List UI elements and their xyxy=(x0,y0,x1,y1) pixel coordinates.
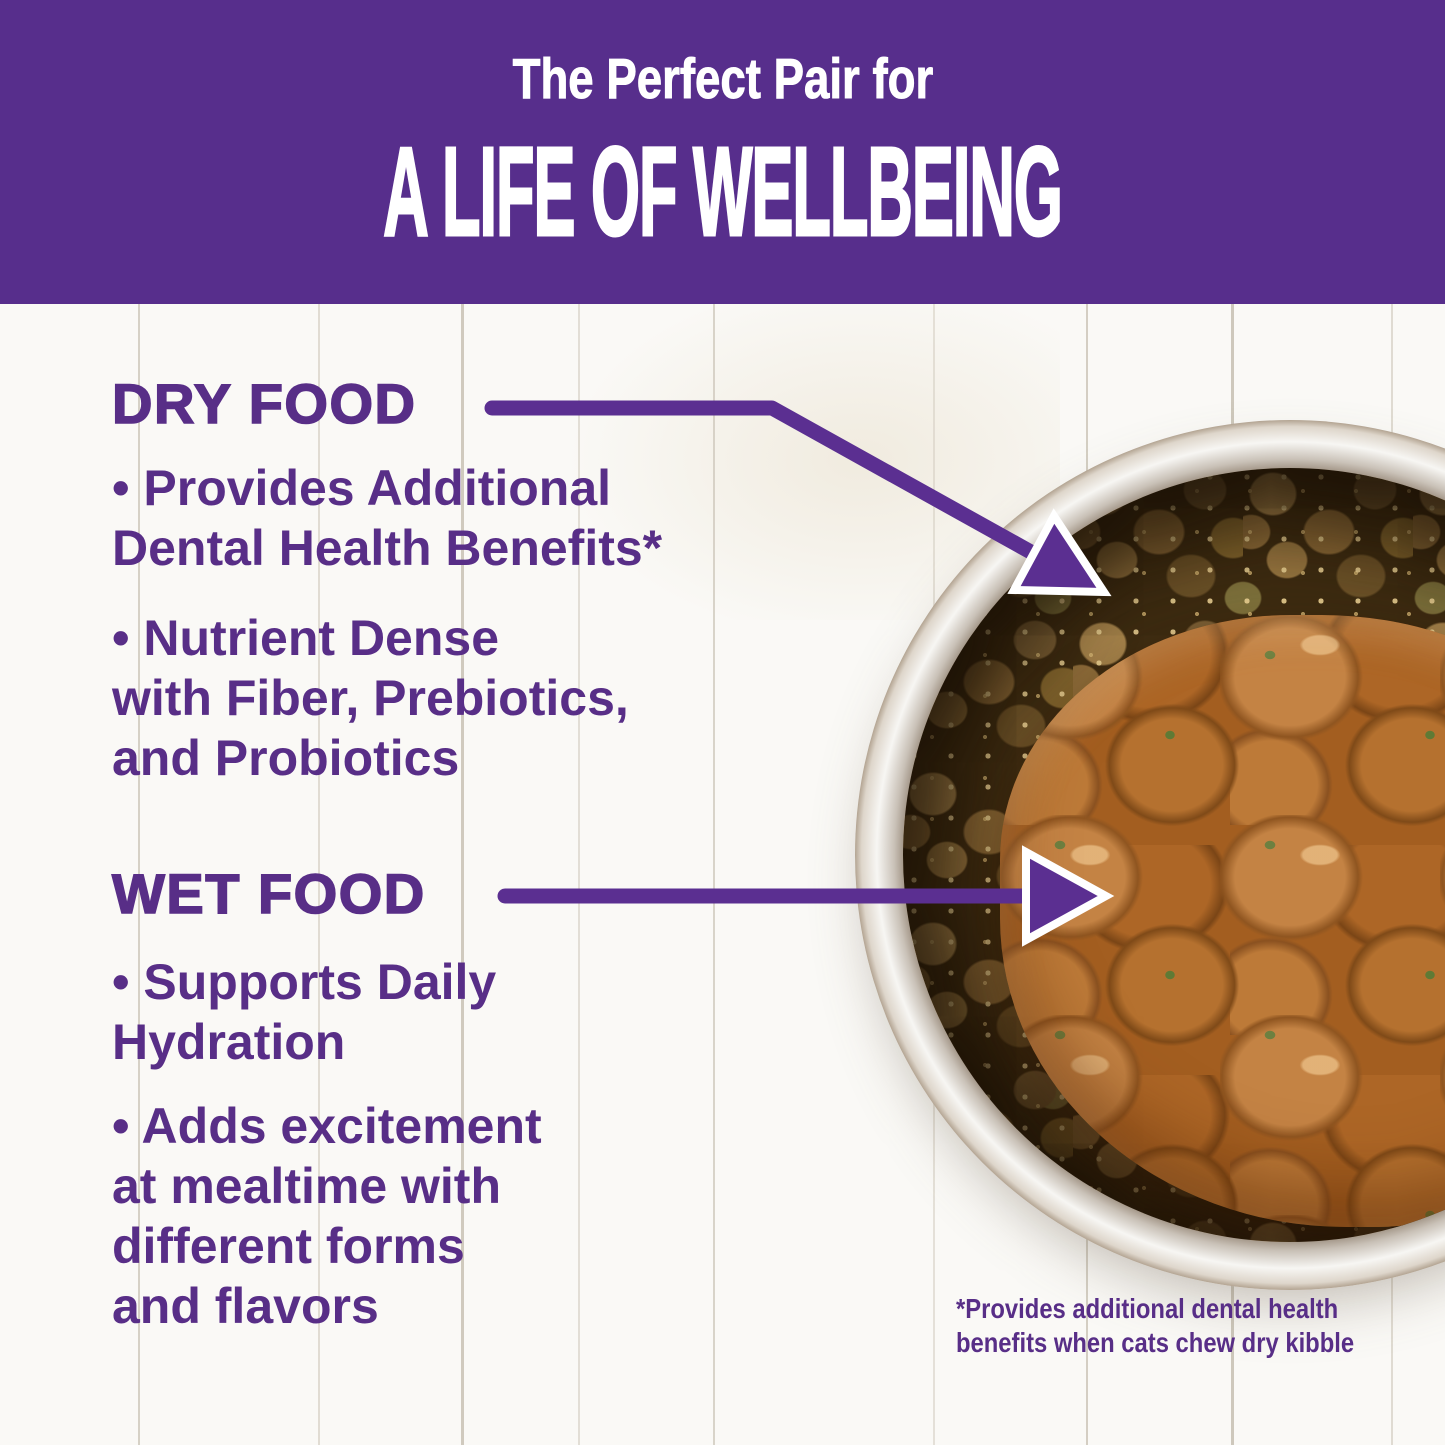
bullet-line: • Provides Additional xyxy=(112,460,612,516)
bullet-line: with Fiber, Prebiotics, xyxy=(112,670,629,726)
bullet-line: and flavors xyxy=(112,1278,379,1334)
header-title: A LIFE OF WELLBEING xyxy=(0,121,1445,262)
bullet-line: • Adds excitement xyxy=(112,1098,542,1154)
header-kicker: The Perfect Pair for xyxy=(0,44,1445,114)
dry-kibble xyxy=(903,468,1445,1242)
header-title-text: A LIFE OF WELLBEING xyxy=(382,121,1063,262)
food-bowl-photo xyxy=(855,420,1445,1290)
bullet-line: • Nutrient Dense xyxy=(112,610,500,666)
bullet-line: • Supports Daily xyxy=(112,954,497,1010)
footnote-line: *Provides additional dental health xyxy=(956,1293,1339,1324)
bullet-line: and Probiotics xyxy=(112,730,460,786)
wet-food-heading: WET FOOD xyxy=(111,862,426,925)
header-kicker-text: The Perfect Pair for xyxy=(512,47,933,112)
dry-food-bullet-2: • Nutrient Dense with Fiber, Prebiotics,… xyxy=(112,608,629,788)
header-banner: The Perfect Pair for A LIFE OF WELLBEING xyxy=(0,0,1445,304)
bullet-line: different forms xyxy=(112,1218,465,1274)
footnote-line: benefits when cats chew dry kibble xyxy=(956,1327,1355,1358)
footnote: *Provides additional dental health benef… xyxy=(956,1292,1354,1360)
bullet-line: at mealtime with xyxy=(112,1158,501,1214)
wet-food-topper xyxy=(1000,615,1445,1227)
dry-food-heading: DRY FOOD xyxy=(111,372,417,435)
bullet-line: Dental Health Benefits* xyxy=(112,520,663,576)
bullet-line: Hydration xyxy=(112,1014,346,1070)
wet-food-bullet-2: • Adds excitement at mealtime with diffe… xyxy=(112,1096,542,1336)
dry-food-bullet-1: • Provides Additional Dental Health Bene… xyxy=(112,458,662,578)
wet-food-bullet-1: • Supports Daily Hydration xyxy=(112,952,496,1072)
